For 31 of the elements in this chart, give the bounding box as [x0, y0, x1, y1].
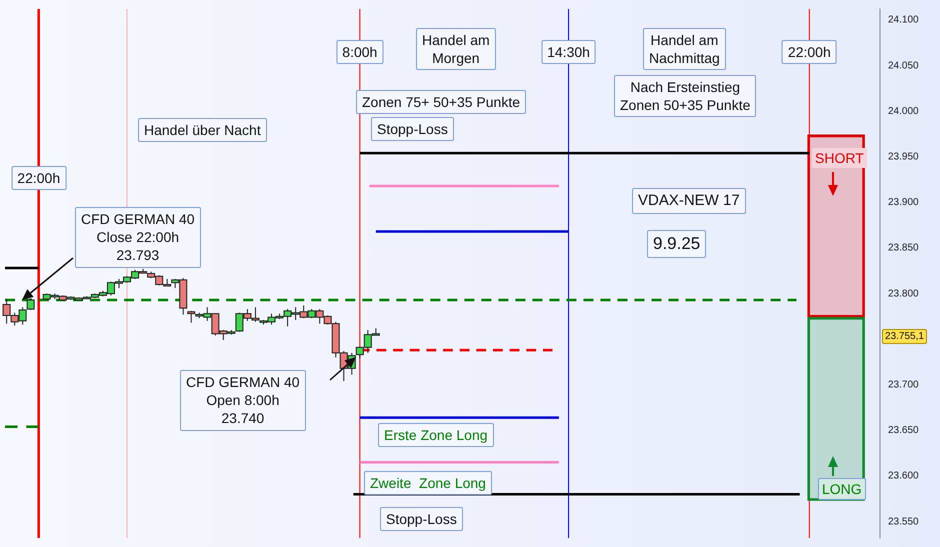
- ref-line-label: 22:00h: [11, 166, 66, 190]
- annotation: Zonen 75+ 50+35 Punkte: [356, 90, 526, 114]
- text: 23.755,1: [882, 329, 927, 344]
- annotation: 9.9.25: [647, 230, 706, 258]
- y-tick-label: 23.700: [888, 380, 920, 391]
- annotation: LONG: [818, 478, 866, 500]
- annotation: Stopp-Loss: [380, 507, 463, 532]
- annotation: Erste Zone Long: [378, 423, 494, 448]
- annotation: Stopp-Loss: [371, 117, 454, 142]
- annotation: CFD GERMAN 40 Open 8:00h 23.740: [180, 370, 306, 431]
- annotation: VDAX-NEW 17: [632, 188, 746, 214]
- annotation: Handel am Nachmittag: [643, 28, 726, 70]
- annotation: Handel am Morgen: [416, 28, 496, 70]
- y-tick-label: 23.850: [888, 242, 920, 254]
- annotation: Nach Ersteinstieg Zonen 50+35 Punkte: [614, 75, 756, 118]
- y-tick-label: 24.100: [888, 14, 920, 26]
- y-tick-label: 23.950: [888, 152, 920, 163]
- x-tick-label: 8:00h: [336, 40, 384, 64]
- y-tick-label: 23.550: [888, 516, 920, 528]
- annotation: CFD GERMAN 40 Close 22:00h 23.793: [75, 207, 201, 268]
- y-tick-label: 24.050: [888, 60, 920, 72]
- annotation: SHORT: [812, 148, 867, 168]
- annotation: Zweite Zone Long: [364, 471, 492, 496]
- y-tick-label: 23.800: [888, 288, 920, 300]
- y-tick-label: 23.600: [888, 470, 920, 482]
- y-tick-label: 23.900: [888, 197, 920, 208]
- y-tick-label: 24.000: [888, 106, 920, 117]
- x-tick-label: 22:00h: [782, 40, 837, 64]
- y-tick-label: 23.650: [888, 425, 920, 436]
- x-tick-label: 14:30h: [541, 40, 596, 64]
- annotation: Handel über Nacht: [138, 118, 267, 142]
